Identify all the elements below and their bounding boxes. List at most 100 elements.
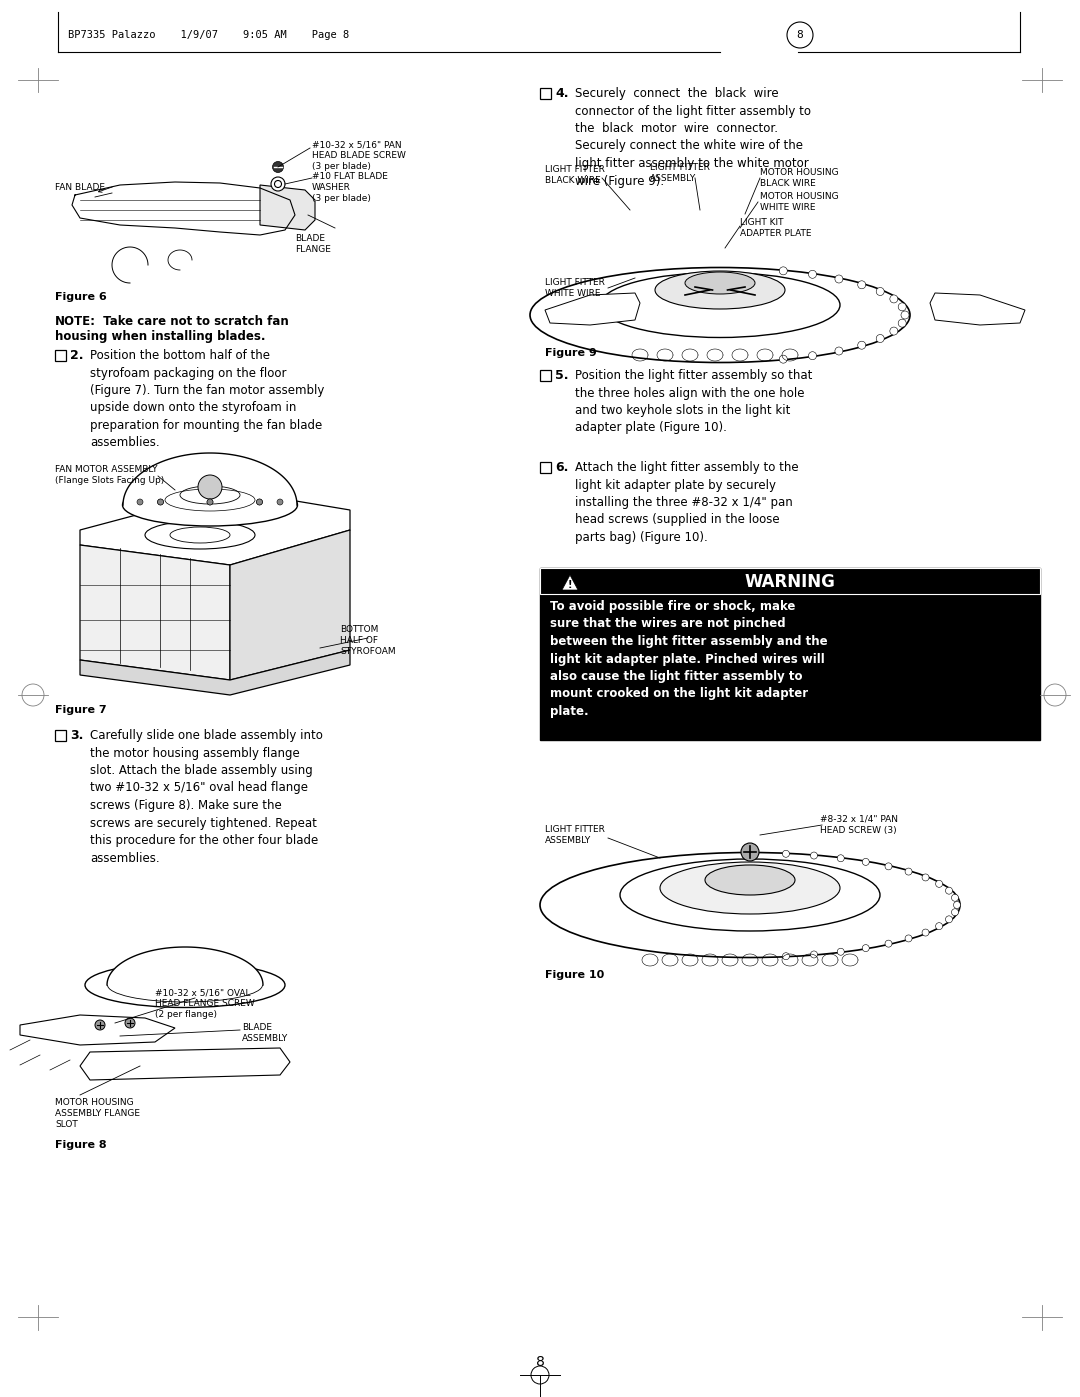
Circle shape <box>905 868 913 875</box>
Circle shape <box>954 901 960 908</box>
Text: Position the light fitter assembly so that
the three holes align with the one ho: Position the light fitter assembly so th… <box>575 369 812 434</box>
Text: BP7335 Palazzo    1/9/07    9:05 AM    Page 8: BP7335 Palazzo 1/9/07 9:05 AM Page 8 <box>68 29 349 41</box>
Text: LIGHT FITTER
ASSEMBLY: LIGHT FITTER ASSEMBLY <box>545 826 605 845</box>
Circle shape <box>951 894 958 901</box>
Text: 3.: 3. <box>70 729 83 742</box>
Text: Figure 10: Figure 10 <box>545 970 604 981</box>
Text: FAN BLADE: FAN BLADE <box>55 183 105 191</box>
Polygon shape <box>230 529 350 680</box>
Circle shape <box>158 499 163 504</box>
Polygon shape <box>80 1048 291 1080</box>
Circle shape <box>885 940 892 947</box>
Circle shape <box>809 352 816 359</box>
Text: Securely  connect  the  black  wire
connector of the light fitter assembly to
th: Securely connect the black wire connecto… <box>575 87 811 187</box>
Text: (Flange Slots Facing Up): (Flange Slots Facing Up) <box>55 476 164 485</box>
Ellipse shape <box>122 483 297 527</box>
Circle shape <box>935 922 943 929</box>
Bar <box>540 569 1040 594</box>
Text: BLADE
ASSEMBLY: BLADE ASSEMBLY <box>242 1023 288 1044</box>
Text: Figure 9: Figure 9 <box>545 348 597 358</box>
Bar <box>55 351 66 360</box>
Ellipse shape <box>654 271 785 309</box>
Text: !: ! <box>568 580 572 590</box>
Circle shape <box>862 944 869 951</box>
Text: Figure 8: Figure 8 <box>55 1140 107 1150</box>
Text: WARNING: WARNING <box>744 573 836 591</box>
Text: housing when installing blades.: housing when installing blades. <box>55 330 266 344</box>
Polygon shape <box>562 576 578 590</box>
Circle shape <box>835 275 842 284</box>
Text: #8-32 x 1/4" PAN
HEAD SCREW (3): #8-32 x 1/4" PAN HEAD SCREW (3) <box>820 814 897 835</box>
Text: 8: 8 <box>536 1355 544 1369</box>
Text: 5.: 5. <box>555 369 568 381</box>
Circle shape <box>207 499 213 504</box>
Circle shape <box>922 875 929 882</box>
Circle shape <box>858 281 866 289</box>
Bar <box>540 370 551 381</box>
Circle shape <box>858 341 866 349</box>
Polygon shape <box>930 293 1025 326</box>
Text: Position the bottom half of the
styrofoam packaging on the floor
(Figure 7). Tur: Position the bottom half of the styrofoa… <box>90 349 324 450</box>
Text: To avoid possible fire or shock, make
sure that the wires are not pinched
betwee: To avoid possible fire or shock, make su… <box>550 599 827 718</box>
Circle shape <box>125 1018 135 1028</box>
Circle shape <box>780 267 787 275</box>
Circle shape <box>782 953 789 960</box>
Text: Attach the light fitter assembly to the
light kit adapter plate by securely
inst: Attach the light fitter assembly to the … <box>575 461 798 543</box>
Polygon shape <box>123 453 297 504</box>
Text: Figure 6: Figure 6 <box>55 292 107 302</box>
Circle shape <box>890 295 897 303</box>
Circle shape <box>272 162 283 172</box>
Circle shape <box>885 863 892 870</box>
Text: 2.: 2. <box>70 349 83 362</box>
Circle shape <box>876 288 885 296</box>
Circle shape <box>810 852 818 859</box>
Ellipse shape <box>540 852 960 957</box>
Circle shape <box>158 499 163 504</box>
Ellipse shape <box>685 272 755 293</box>
Circle shape <box>276 499 283 504</box>
Text: LIGHT FITTER
BLACK WIRE: LIGHT FITTER BLACK WIRE <box>545 165 605 184</box>
Circle shape <box>922 929 929 936</box>
Circle shape <box>95 1020 105 1030</box>
Ellipse shape <box>620 859 880 930</box>
Text: BLADE
FLANGE: BLADE FLANGE <box>295 235 330 254</box>
Circle shape <box>809 270 816 278</box>
Polygon shape <box>80 545 230 680</box>
Circle shape <box>271 177 285 191</box>
Text: LIGHT FITTER
WHITE WIRE: LIGHT FITTER WHITE WIRE <box>545 278 605 298</box>
Circle shape <box>862 858 869 865</box>
Circle shape <box>837 855 845 862</box>
Circle shape <box>741 842 759 861</box>
Text: 6.: 6. <box>555 461 568 474</box>
Text: BOTTOM
HALF OF
STYROFOAM: BOTTOM HALF OF STYROFOAM <box>340 624 395 657</box>
Circle shape <box>207 499 213 504</box>
Circle shape <box>945 887 953 894</box>
Text: LIGHT FITTER
ASSEMBLY: LIGHT FITTER ASSEMBLY <box>650 163 710 183</box>
Text: #10-32 x 5/16" PAN
HEAD BLADE SCREW
(3 per blade): #10-32 x 5/16" PAN HEAD BLADE SCREW (3 p… <box>312 140 406 172</box>
Circle shape <box>782 851 789 858</box>
Circle shape <box>780 355 787 363</box>
Circle shape <box>901 312 909 319</box>
Bar <box>540 88 551 99</box>
Ellipse shape <box>145 521 255 549</box>
Bar <box>540 569 1040 740</box>
Ellipse shape <box>530 267 910 362</box>
Polygon shape <box>107 947 264 985</box>
Ellipse shape <box>600 272 840 338</box>
Text: 4.: 4. <box>555 87 568 101</box>
Circle shape <box>198 475 222 499</box>
Text: #10-32 x 5/16" OVAL
HEAD FLANGE SCREW
(2 per flange): #10-32 x 5/16" OVAL HEAD FLANGE SCREW (2… <box>156 988 255 1020</box>
Circle shape <box>899 319 906 327</box>
Text: MOTOR HOUSING
BLACK WIRE: MOTOR HOUSING BLACK WIRE <box>760 168 839 189</box>
Bar <box>540 462 551 474</box>
Text: MOTOR HOUSING
WHITE WIRE: MOTOR HOUSING WHITE WIRE <box>760 191 839 212</box>
Circle shape <box>890 327 897 335</box>
Text: FAN MOTOR ASSEMBLY: FAN MOTOR ASSEMBLY <box>55 465 158 474</box>
Polygon shape <box>545 293 640 326</box>
Circle shape <box>837 949 845 956</box>
Text: Figure 7: Figure 7 <box>55 705 107 715</box>
Ellipse shape <box>705 865 795 895</box>
Circle shape <box>935 880 943 887</box>
Text: 8: 8 <box>797 29 804 41</box>
Circle shape <box>945 916 953 923</box>
